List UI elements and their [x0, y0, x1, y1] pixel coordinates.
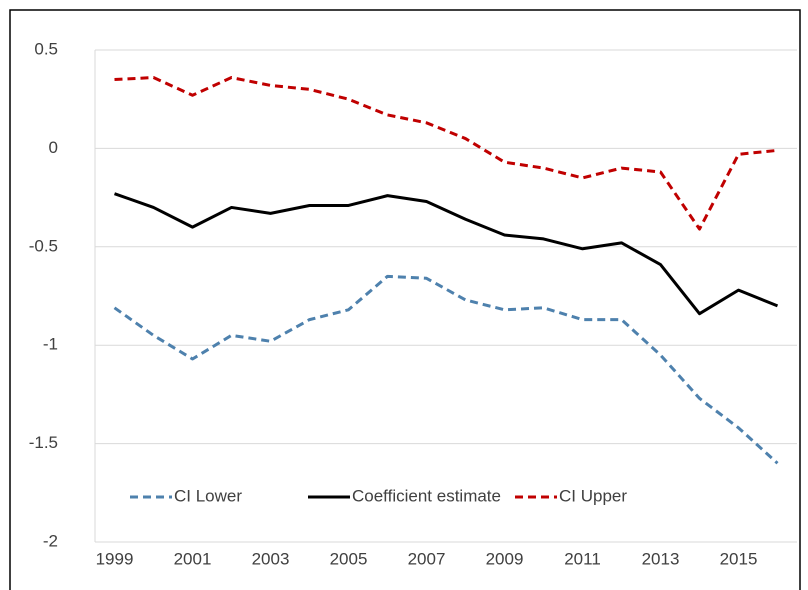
x-tick-label: 2003: [252, 549, 290, 568]
x-tick-label: 2015: [720, 549, 758, 568]
legend-label: CI Upper: [559, 486, 627, 505]
y-tick-label: -1: [43, 335, 58, 354]
x-tick-label: 2001: [174, 549, 212, 568]
x-tick-label: 2013: [642, 549, 680, 568]
y-tick-label: -1.5: [29, 433, 58, 452]
y-tick-label: 0: [49, 138, 58, 157]
x-tick-label: 2009: [486, 549, 524, 568]
legend-label: Coefficient estimate: [352, 486, 501, 505]
x-tick-label: 2007: [408, 549, 446, 568]
chart-frame: [9, 9, 801, 590]
x-tick-label: 2011: [564, 549, 601, 568]
series-line: [113, 274, 779, 465]
y-tick-label: 0.5: [34, 39, 58, 58]
x-tick-label: 1999: [96, 549, 134, 568]
y-tick-label: -0.5: [29, 236, 58, 255]
legend-label: CI Lower: [174, 486, 242, 505]
series-line: [114, 76, 778, 231]
y-tick-label: -2: [43, 531, 58, 550]
series-line: [114, 192, 779, 316]
x-tick-label: 2005: [330, 549, 368, 568]
